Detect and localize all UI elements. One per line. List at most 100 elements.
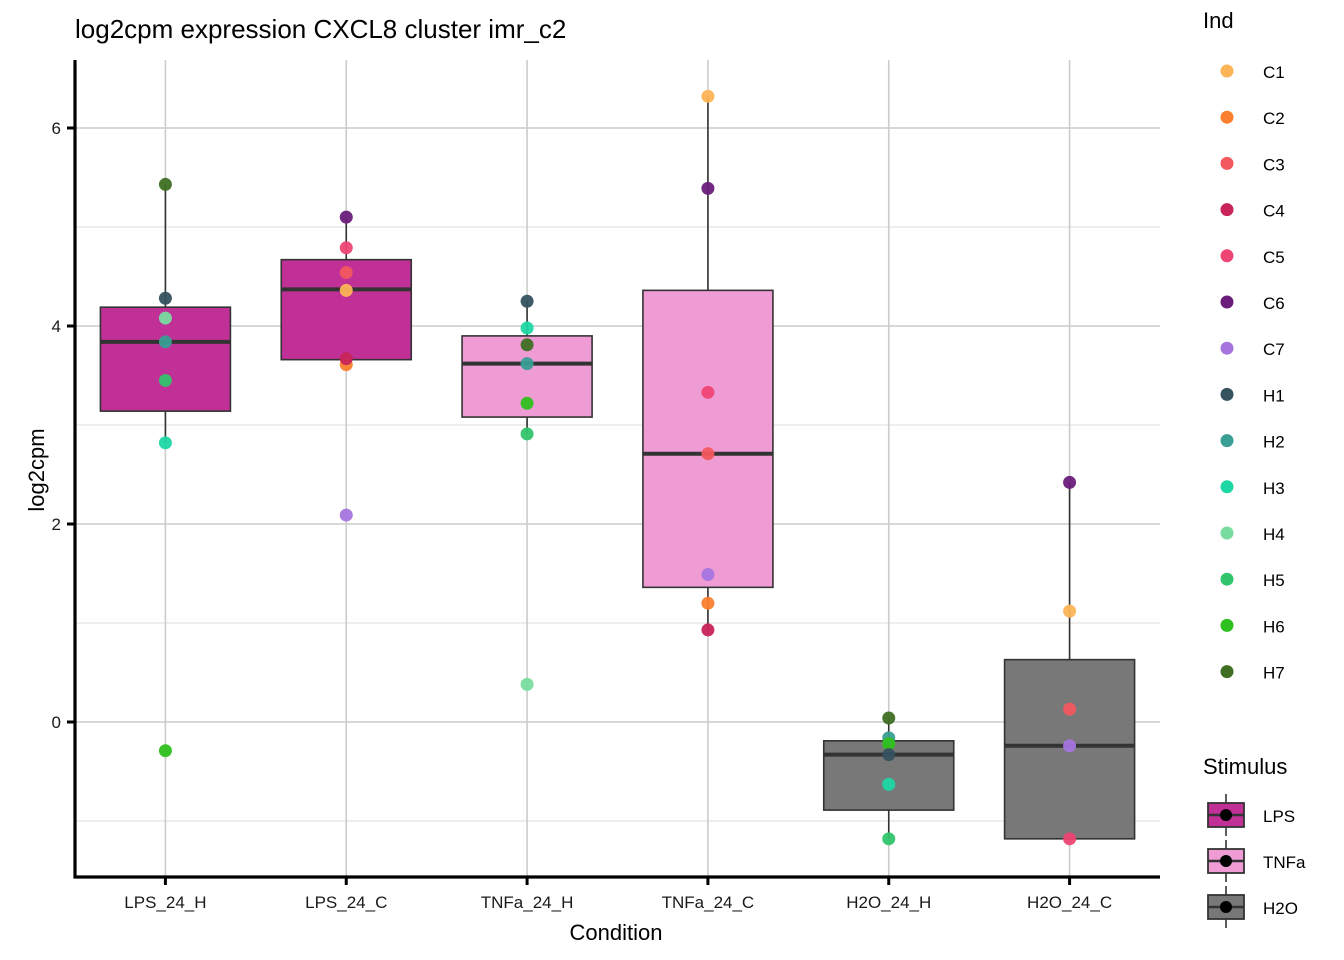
legend-key-dot <box>1220 434 1234 448</box>
legend-ind-item: H4 <box>1220 525 1285 544</box>
point-C6 <box>339 210 353 224</box>
y-tick-label: 4 <box>52 317 61 336</box>
point-H1 <box>158 291 172 305</box>
point-C2 <box>701 596 715 610</box>
x-axis-ticks: LPS_24_H LPS_24_C TNFa_24_H TNFa_24_C H2O_24… <box>124 877 1112 912</box>
legend-key-dot <box>1220 480 1234 494</box>
y-tick-label: 2 <box>52 515 61 534</box>
legend-ind-label: C1 <box>1263 63 1285 82</box>
legend-ind-label: C5 <box>1263 248 1285 267</box>
point-C7 <box>1063 739 1077 753</box>
legend-ind-label: H1 <box>1263 386 1285 405</box>
point-C3 <box>1063 702 1077 716</box>
point-H3 <box>882 777 896 791</box>
legend-ind-label: C6 <box>1263 294 1285 313</box>
legend-key-dot <box>1220 387 1234 401</box>
legend-key-dot <box>1220 156 1234 170</box>
legend-stimulus-item: TNFa <box>1207 840 1306 882</box>
legend-ind-label: H4 <box>1263 525 1285 544</box>
point-H5 <box>882 832 896 846</box>
legend-stimulus-title: Stimulus <box>1203 754 1287 779</box>
point-C1 <box>1063 604 1077 618</box>
legend-ind-label: H5 <box>1263 571 1285 590</box>
point-H7 <box>520 338 534 352</box>
point-H6 <box>158 744 172 758</box>
x-tick-label: TNFa_24_C <box>662 893 755 912</box>
legend-ind-label: C4 <box>1263 202 1285 221</box>
legend-ind-label: H7 <box>1263 664 1285 683</box>
x-tick-label: H2O_24_C <box>1027 893 1112 912</box>
legend-key-dot <box>1220 618 1234 632</box>
box-H2O_24_C <box>1003 482 1136 840</box>
legend-ind-label: C7 <box>1263 340 1285 359</box>
legend-key-dot <box>1220 526 1234 540</box>
box-LPS_24_H <box>99 184 232 443</box>
x-axis-title: Condition <box>570 920 663 945</box>
x-tick-label: LPS_24_C <box>305 893 387 912</box>
box-body <box>1003 658 1136 840</box>
legend-key-dot <box>1220 203 1234 217</box>
box-body <box>642 289 774 589</box>
y-tick-label: 6 <box>52 119 61 138</box>
point-C3 <box>701 447 715 461</box>
point-C4 <box>339 352 353 366</box>
legend-ind-item: C7 <box>1220 340 1285 359</box>
legend-stimulus: Stimulus LPS TNFa H2O <box>1203 754 1306 928</box>
legend-key-dot <box>1220 855 1232 867</box>
point-H4 <box>158 311 172 325</box>
x-tick-label: LPS_24_H <box>124 893 206 912</box>
legend-stimulus-item: H2O <box>1207 886 1298 928</box>
point-H1 <box>882 748 896 762</box>
chart-title: log2cpm expression CXCL8 cluster imr_c2 <box>75 14 566 44</box>
legend-ind-label: H6 <box>1263 617 1285 636</box>
box-TNFa_24_C <box>642 96 774 630</box>
point-H7 <box>882 711 896 725</box>
boxes <box>99 96 1136 840</box>
point-C1 <box>701 89 715 103</box>
point-C3 <box>339 266 353 280</box>
legend-ind-label: H2 <box>1263 433 1285 452</box>
legend-ind-item: H1 <box>1220 386 1285 405</box>
legend-ind-item: C3 <box>1220 155 1285 174</box>
point-H5 <box>520 427 534 441</box>
legend-ind-item: C5 <box>1220 248 1285 267</box>
x-tick-label: TNFa_24_H <box>481 893 574 912</box>
point-H6 <box>520 396 534 410</box>
point-H6 <box>882 737 896 751</box>
point-H2 <box>520 357 534 371</box>
point-H1 <box>520 294 534 308</box>
legend-ind-item: C1 <box>1220 63 1285 82</box>
point-C6 <box>1063 475 1077 489</box>
y-axis-title: log2cpm <box>24 428 49 511</box>
point-C7 <box>339 508 353 522</box>
legend-stimulus-label: TNFa <box>1263 853 1306 872</box>
point-C4 <box>701 623 715 637</box>
legend-key-dot <box>1220 295 1234 309</box>
point-H3 <box>158 436 172 450</box>
point-H2 <box>158 335 172 349</box>
legend-key-dot <box>1220 665 1234 679</box>
legend-key-dot <box>1220 64 1234 78</box>
y-tick-label: 0 <box>52 713 61 732</box>
point-H4 <box>520 677 534 691</box>
legend-ind-item: H6 <box>1220 617 1285 636</box>
legend-stimulus-label: LPS <box>1263 807 1295 826</box>
legend-key-dot <box>1220 572 1234 586</box>
point-H3 <box>520 321 534 335</box>
legend-key-dot <box>1220 341 1234 355</box>
legend-ind-item: H5 <box>1220 571 1285 590</box>
legend-ind-item: C6 <box>1220 294 1285 313</box>
legend-key-dot <box>1220 901 1232 913</box>
legend-key-dot <box>1220 809 1232 821</box>
legend-stimulus-label: H2O <box>1263 899 1298 918</box>
legend-key-dot <box>1220 249 1234 263</box>
legend-key-dot <box>1220 110 1234 124</box>
legend-ind-item: C2 <box>1220 109 1285 128</box>
legend-stimulus-item: LPS <box>1207 794 1295 836</box>
legend-ind-item: H3 <box>1220 479 1285 498</box>
point-H7 <box>158 177 172 191</box>
legend-ind: Ind C1 C2 C3 C4 C5 C6 C7 H1 H2 H3 H4 H5 H6 H7 <box>1203 8 1285 683</box>
legend-ind-label: C3 <box>1263 155 1285 174</box>
point-C1 <box>339 283 353 297</box>
legend-ind-item: H7 <box>1220 664 1285 683</box>
